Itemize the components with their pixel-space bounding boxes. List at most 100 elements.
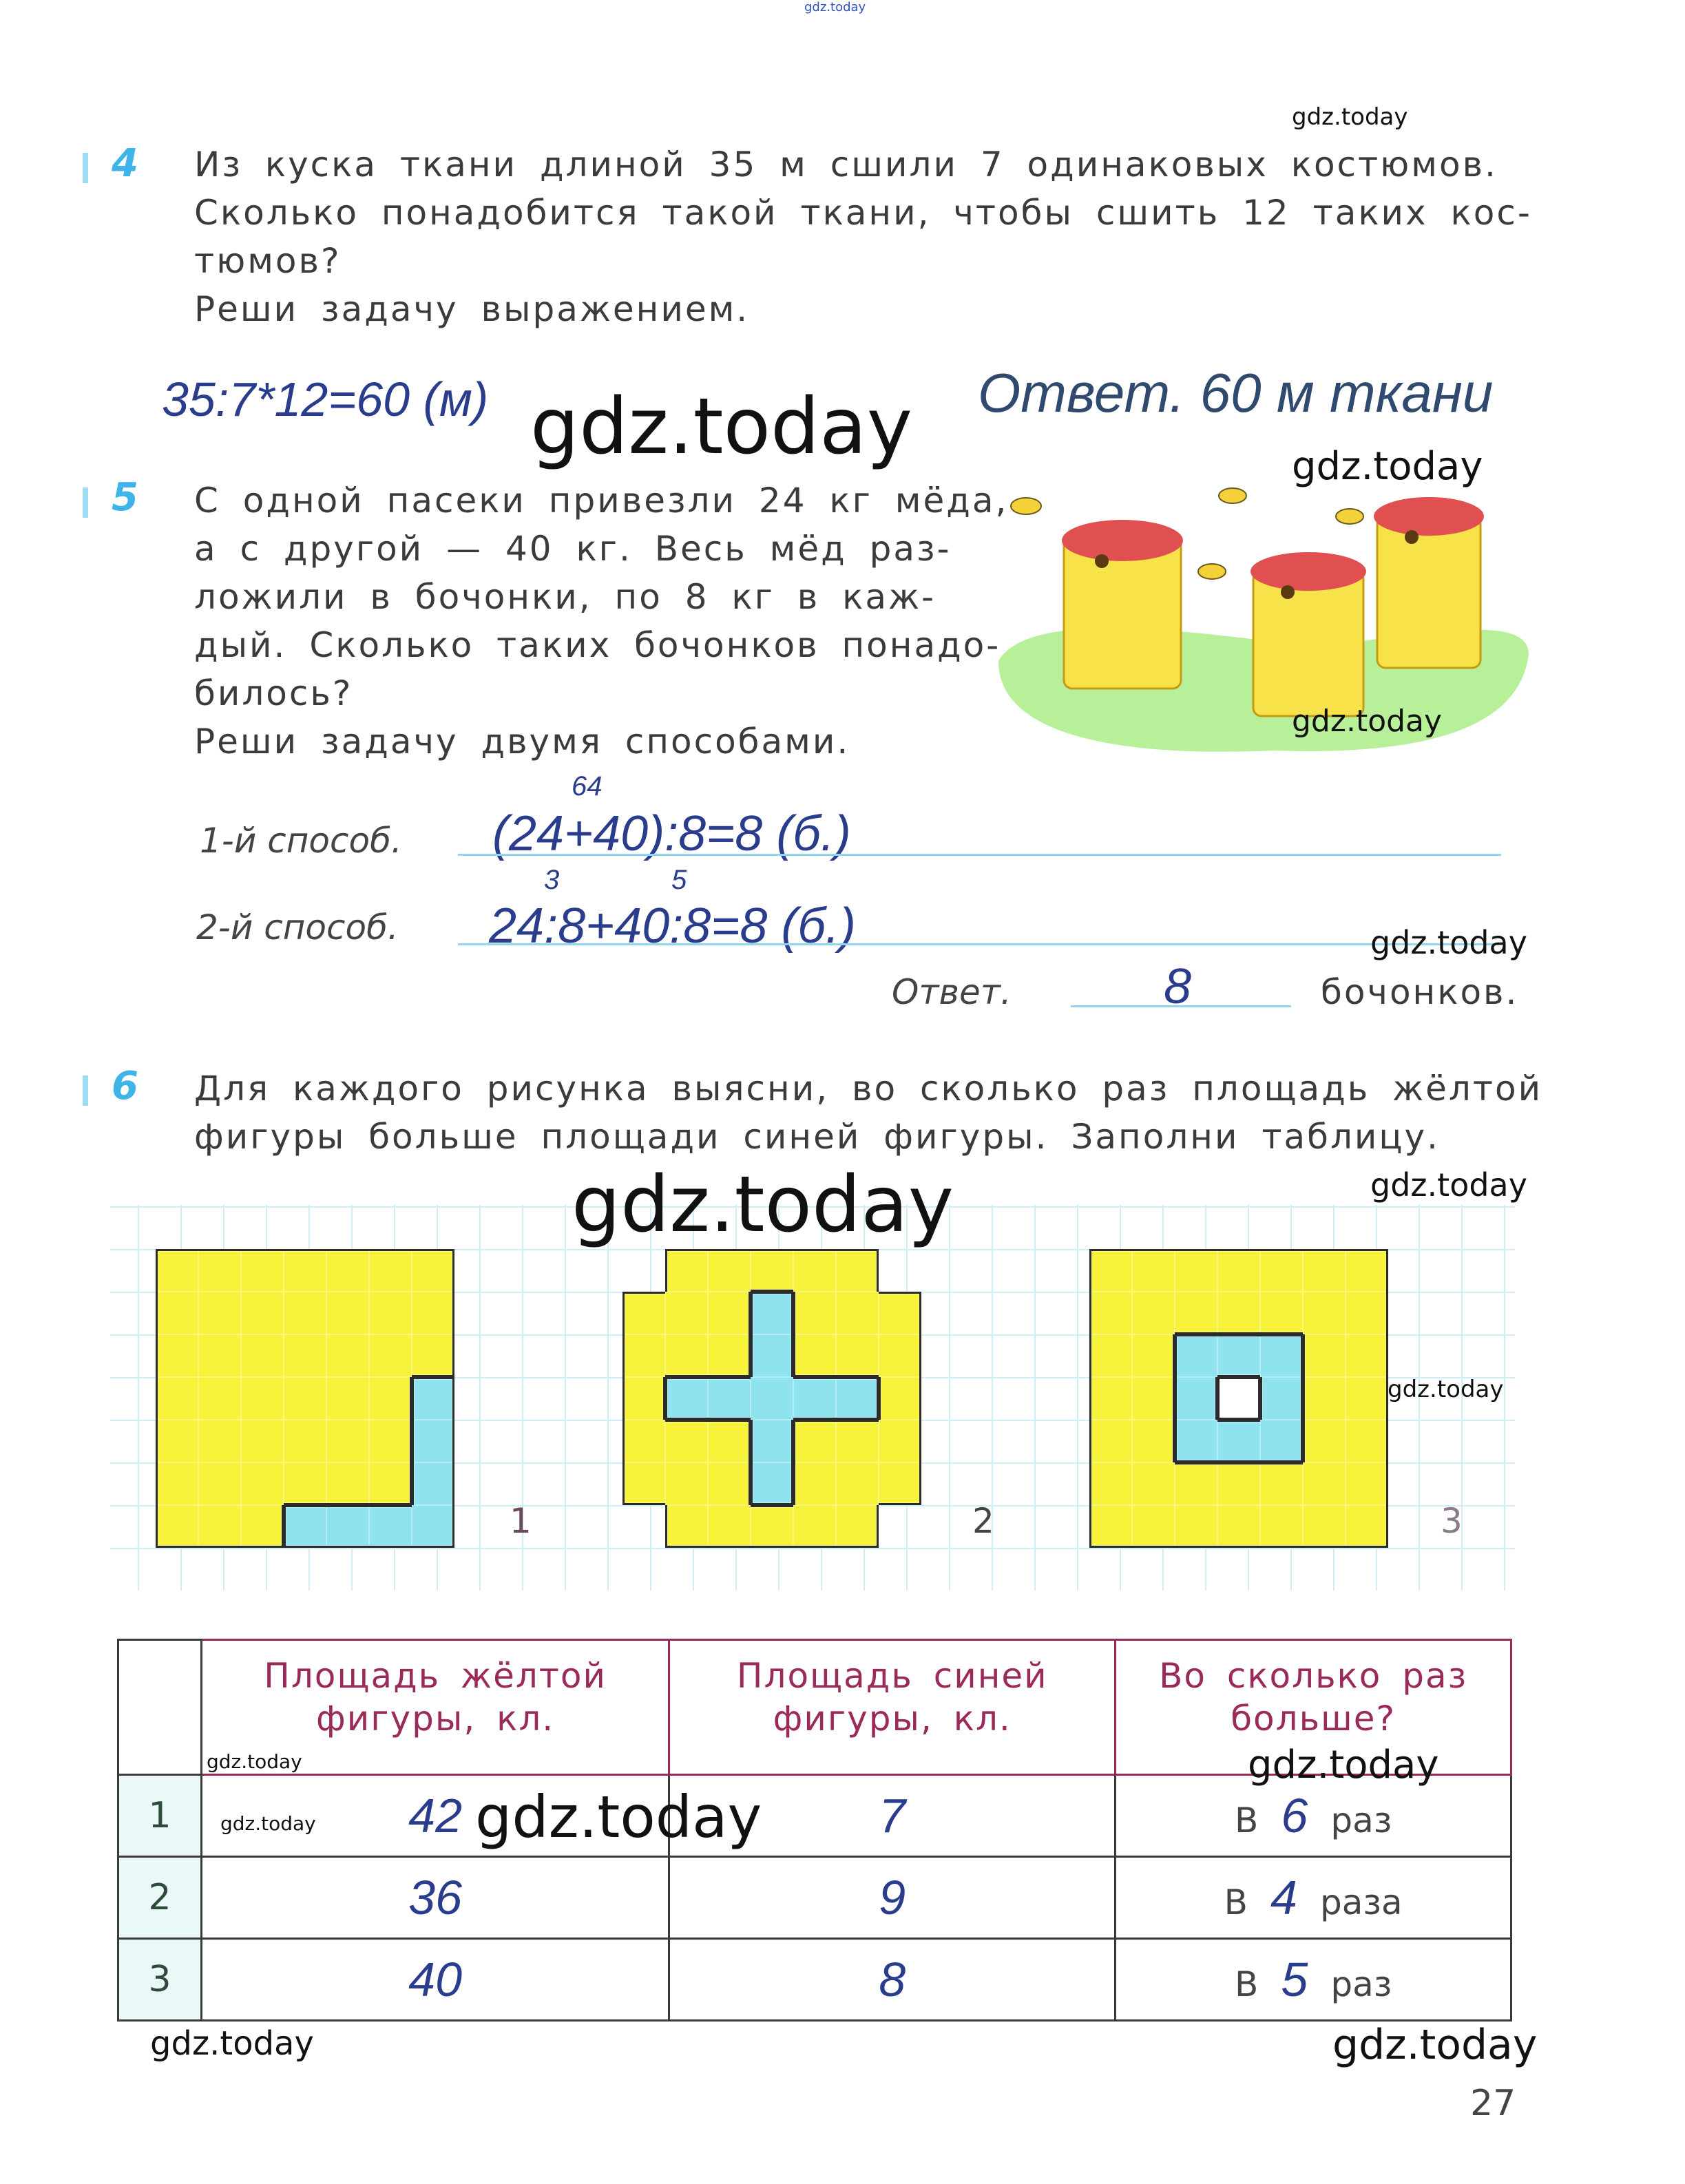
table-row: 1 42 7 В 6 раз xyxy=(117,1774,1512,1858)
beehive xyxy=(1250,552,1366,717)
answer-unit: бочонков. xyxy=(1321,972,1519,1012)
answer-line xyxy=(1071,1005,1291,1007)
yellow-cell xyxy=(241,1420,284,1462)
yellow-cell xyxy=(326,1420,369,1462)
yellow-cell xyxy=(369,1249,412,1292)
yellow-cell xyxy=(622,1292,665,1334)
white-cell xyxy=(1217,1377,1260,1420)
table-row: 3 40 8 В 5 раз xyxy=(117,1938,1512,2022)
yellow-cell xyxy=(284,1334,326,1377)
note-sum: 64 xyxy=(572,771,603,801)
header-ratio: Во сколько раз больше? xyxy=(1114,1639,1512,1776)
yellow-cell xyxy=(836,1249,879,1292)
task-text-line: Сколько понадобится такой ткани, чтобы с… xyxy=(194,193,1532,233)
beehives-illustration xyxy=(998,487,1529,752)
yellow-cell xyxy=(1303,1292,1346,1334)
note-a: 3 xyxy=(544,865,560,895)
task-text-line: Из куска ткани длиной 35 м сшили 7 одина… xyxy=(194,145,1498,185)
answer-line xyxy=(458,943,1501,945)
ratio-unit: раза xyxy=(1320,1882,1403,1922)
yellow-cell xyxy=(665,1505,708,1548)
yellow-cell xyxy=(1089,1420,1132,1462)
ratio-value[interactable]: 6 xyxy=(1281,1789,1308,1842)
yellow-cell xyxy=(284,1249,326,1292)
method-label: 1-й способ. xyxy=(200,821,402,861)
ratio-unit: раз xyxy=(1330,1964,1392,2004)
yellow-cell xyxy=(1346,1249,1388,1292)
yellow-cell xyxy=(836,1462,879,1505)
blue-cell xyxy=(751,1377,793,1420)
task-text-line: а с другой — 40 кг. Весь мёд раз- xyxy=(194,529,952,569)
ratio-value[interactable]: 4 xyxy=(1270,1871,1297,1924)
yellow-cell xyxy=(1175,1249,1217,1292)
ratio-unit: раз xyxy=(1330,1800,1392,1840)
blue-cell xyxy=(1260,1377,1303,1420)
yellow-cell xyxy=(622,1334,665,1377)
yellow-cell xyxy=(751,1505,793,1548)
blue-cell xyxy=(836,1377,879,1420)
yellow-area-value[interactable]: 36 xyxy=(408,1871,463,1924)
yellow-cell xyxy=(1217,1292,1260,1334)
handwritten-solution: 35:7*12=60 (м) xyxy=(162,372,489,426)
watermark: gdz.today xyxy=(1292,704,1443,739)
ratio-value[interactable]: 5 xyxy=(1281,1953,1308,2006)
yellow-cell xyxy=(326,1249,369,1292)
table-header-row: Площадь жёлтой фигуры, кл. Площадь синей… xyxy=(117,1639,1512,1776)
yellow-cell xyxy=(284,1420,326,1462)
yellow-cell xyxy=(198,1292,241,1334)
yellow-cell xyxy=(1260,1505,1303,1548)
yellow-cell xyxy=(1346,1462,1388,1505)
yellow-cell xyxy=(1303,1462,1346,1505)
watermark: gdz.today xyxy=(207,1750,302,1773)
blue-area-value[interactable]: 9 xyxy=(879,1871,906,1924)
watermark: gdz.today xyxy=(530,382,913,472)
handwritten-method1: (24+40):8=8 (б.) xyxy=(492,806,851,861)
ratio-prefix: В xyxy=(1234,1800,1259,1840)
blue-cell xyxy=(412,1377,454,1420)
yellow-cell xyxy=(1132,1462,1175,1505)
blue-cell xyxy=(412,1420,454,1462)
yellow-cell xyxy=(326,1462,369,1505)
ratio-prefix: В xyxy=(1224,1882,1248,1922)
yellow-cell xyxy=(1303,1505,1346,1548)
yellow-area-value[interactable]: 42 xyxy=(408,1789,463,1842)
row-number: 2 xyxy=(117,1856,202,1940)
yellow-cell xyxy=(241,1462,284,1505)
yellow-cell xyxy=(369,1420,412,1462)
yellow-cell xyxy=(836,1334,879,1377)
yellow-cell xyxy=(241,1292,284,1334)
yellow-cell xyxy=(284,1462,326,1505)
blue-cell xyxy=(284,1505,326,1548)
yellow-cell xyxy=(1089,1505,1132,1548)
answer-line xyxy=(458,854,1501,856)
yellow-cell xyxy=(369,1377,412,1420)
yellow-cell xyxy=(708,1249,751,1292)
yellow-cell xyxy=(241,1505,284,1548)
row-number: 1 xyxy=(117,1774,202,1858)
header-cell xyxy=(117,1639,202,1776)
yellow-cell xyxy=(793,1292,836,1334)
yellow-cell xyxy=(1346,1334,1388,1377)
yellow-cell xyxy=(198,1420,241,1462)
yellow-cell xyxy=(326,1377,369,1420)
yellow-cell xyxy=(369,1334,412,1377)
yellow-cell xyxy=(1346,1505,1388,1548)
yellow-area-value[interactable]: 40 xyxy=(408,1953,463,2006)
blue-area-value[interactable]: 7 xyxy=(879,1789,906,1842)
blue-cell xyxy=(1217,1334,1260,1377)
yellow-cell xyxy=(879,1377,921,1420)
blue-cell xyxy=(751,1462,793,1505)
yellow-cell xyxy=(793,1420,836,1462)
blue-area-value[interactable]: 8 xyxy=(879,1953,906,2006)
yellow-cell xyxy=(1132,1249,1175,1292)
yellow-cell xyxy=(836,1505,879,1548)
yellow-cell xyxy=(879,1420,921,1462)
blue-cell xyxy=(751,1292,793,1334)
yellow-cell xyxy=(1089,1334,1132,1377)
yellow-cell xyxy=(665,1420,708,1462)
yellow-cell xyxy=(879,1462,921,1505)
yellow-cell xyxy=(198,1505,241,1548)
yellow-cell xyxy=(879,1334,921,1377)
task-number: 4 xyxy=(112,141,138,186)
yellow-cell xyxy=(793,1462,836,1505)
